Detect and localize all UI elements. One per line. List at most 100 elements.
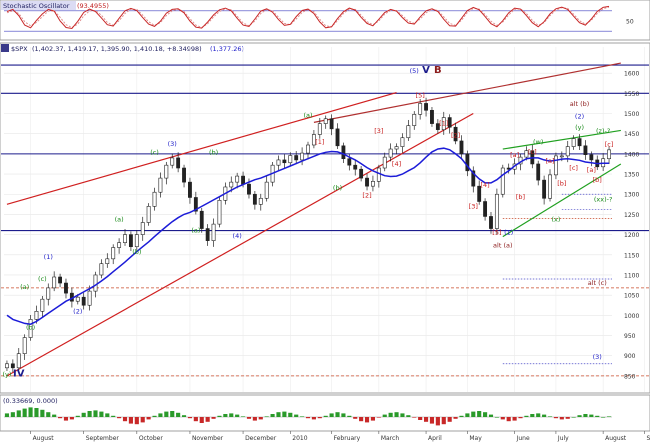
candle [235, 172, 240, 189]
macd-bar [536, 413, 541, 417]
macd-bar [199, 417, 204, 423]
candle-body [559, 155, 564, 158]
candle [81, 292, 86, 310]
candle [87, 285, 92, 311]
candle [589, 151, 594, 167]
macd-bar [488, 414, 494, 417]
macd-bar [601, 417, 606, 418]
macd-bar [471, 411, 476, 417]
candle-body [188, 181, 192, 198]
price-ma: (1,377.26) [210, 45, 244, 53]
candle [418, 98, 423, 120]
macd-bar [370, 417, 375, 421]
candle [435, 119, 440, 134]
macd-bar [524, 415, 529, 417]
macd-bar [69, 417, 74, 420]
candle-body [577, 138, 582, 147]
candle-body [5, 363, 9, 369]
wave-label: (y) [575, 124, 584, 132]
macd-bar [187, 417, 193, 419]
macd-bar [483, 412, 488, 417]
macd-bar [158, 413, 163, 417]
candle-body [247, 183, 251, 195]
wave-label: (b) [132, 248, 141, 256]
candle [359, 165, 364, 182]
wave-label: [a] [545, 157, 554, 165]
wave-label: (a) [303, 112, 312, 120]
macd-bar [22, 408, 27, 417]
candle [459, 135, 464, 159]
candle-body [406, 125, 411, 139]
macd-bar [359, 417, 364, 422]
candle [447, 114, 452, 134]
macd-bar [294, 414, 299, 417]
price-title-bg [1, 44, 9, 52]
trendlines [6, 62, 622, 377]
macd-bar [34, 408, 39, 417]
stochastic-k-line [6, 5, 610, 30]
wave-label: (a) [115, 216, 124, 224]
macd-bar [376, 417, 381, 418]
macd-bar [382, 414, 387, 417]
candle [252, 191, 257, 210]
macd-bar [406, 415, 411, 417]
candle-body [99, 263, 104, 276]
price-ohlc: (1,402.37, 1,419.17, 1,395.90, 1,410.18,… [32, 45, 202, 53]
wave-label: [c] [605, 141, 614, 149]
candle [300, 147, 305, 166]
price-tick-label: 950 [624, 333, 636, 340]
candle-body [16, 353, 21, 369]
candle-body [294, 155, 299, 161]
candle [152, 187, 157, 211]
macd-bar [105, 413, 110, 417]
price-candles [5, 97, 611, 374]
macd-bar [99, 411, 104, 417]
wave-label: IV [13, 369, 25, 380]
macd-bar [518, 417, 523, 419]
macd-bar [606, 416, 612, 417]
candle [28, 314, 33, 341]
price-tick-label: 1300 [624, 192, 639, 199]
candle [382, 152, 387, 172]
macd-bar [341, 413, 346, 417]
macd-bar [63, 417, 69, 421]
wave-label: [c] [528, 148, 537, 156]
candle-body [536, 163, 541, 181]
macd-bar [530, 414, 535, 417]
candle-body [205, 228, 210, 241]
candle [158, 172, 163, 198]
candle [548, 169, 552, 202]
candle [494, 188, 499, 235]
candle-body [435, 123, 440, 130]
macd-bar [477, 411, 482, 417]
candle-body [58, 276, 63, 284]
candle-body [193, 197, 198, 212]
x-tick-label: May [469, 435, 482, 442]
candle-body [400, 137, 405, 147]
macd-bar [565, 417, 570, 419]
candle-body [40, 298, 45, 312]
macd-bar [111, 415, 116, 417]
candle [170, 153, 175, 169]
wave-label: (3) [168, 140, 177, 148]
candle-body [500, 167, 505, 195]
macd-bar [429, 417, 435, 424]
candle [134, 230, 139, 252]
price-tick-label: 1200 [624, 232, 639, 239]
stochastic-axis: 50 [626, 19, 634, 26]
price-tick-label: 1450 [624, 131, 639, 138]
macd-bar [58, 417, 63, 419]
candle [111, 244, 116, 265]
macd-bar [300, 416, 305, 417]
candle [5, 360, 9, 372]
candle [536, 160, 541, 186]
candle-body [589, 154, 594, 161]
x-tick-label: November [192, 435, 224, 442]
candle-body [317, 123, 322, 135]
macd-bar [181, 415, 187, 417]
candle [365, 173, 369, 191]
candle-body [489, 216, 493, 229]
trendline [313, 62, 621, 123]
candle-body [128, 234, 133, 248]
macd-bar [93, 410, 98, 417]
